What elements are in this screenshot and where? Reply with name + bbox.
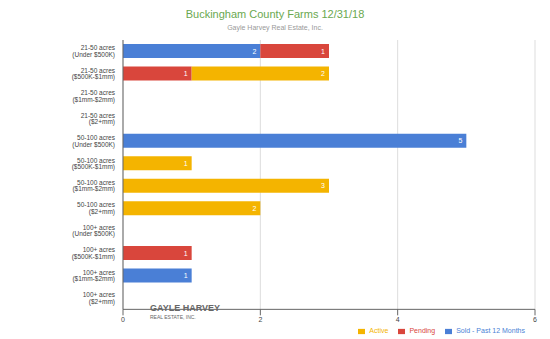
svg-text:0: 0	[121, 316, 125, 323]
svg-text:21-50 acres($1mm-$2mm): 21-50 acres($1mm-$2mm)	[72, 89, 115, 104]
svg-text:50-100 acres($1mm-$2mm): 50-100 acres($1mm-$2mm)	[72, 179, 115, 194]
svg-text:21-50 acres(Under $500K): 21-50 acres(Under $500K)	[72, 44, 115, 59]
svg-text:100+ acres(Under $500K): 100+ acres(Under $500K)	[72, 224, 115, 239]
svg-text:21-50 acres($500K-$1mm): 21-50 acres($500K-$1mm)	[72, 67, 116, 82]
svg-text:1: 1	[321, 48, 325, 55]
svg-text:4: 4	[396, 316, 400, 323]
svg-text:1: 1	[184, 250, 188, 257]
svg-text:100+ acres($500K-$1mm): 100+ acres($500K-$1mm)	[72, 246, 116, 261]
html-text:REAL ESTATE, INC.: REAL ESTATE, INC.	[150, 314, 196, 320]
svg-text:100+ acres($2+mm): 100+ acres($2+mm)	[83, 291, 116, 306]
html-text:GAYLE HARVEY: GAYLE HARVEY	[150, 303, 220, 313]
svg-text:5: 5	[458, 137, 462, 144]
html-text:Gayle Harvey Real Estate, Inc.: Gayle Harvey Real Estate, Inc.	[227, 24, 323, 31]
svg-text:1: 1	[184, 160, 188, 167]
svg-text:2: 2	[258, 316, 262, 323]
svg-text:2: 2	[321, 70, 325, 77]
svg-text:2: 2	[252, 205, 256, 212]
svg-text:50-100 acres($2+mm): 50-100 acres($2+mm)	[77, 201, 116, 216]
html-text:Pending: Pending	[409, 327, 436, 335]
svg-text:100+ acres($1mm-$2mm): 100+ acres($1mm-$2mm)	[72, 269, 115, 284]
svg-text:6: 6	[533, 316, 537, 323]
svg-text:50-100 acres(Under $500K): 50-100 acres(Under $500K)	[72, 134, 115, 149]
svg-text:1: 1	[184, 70, 188, 77]
html-text:Sold - Past 12 Months: Sold - Past 12 Months	[456, 327, 525, 335]
svg-text:50-100 acres($500K-$1mm): 50-100 acres($500K-$1mm)	[72, 157, 116, 172]
html-text:Buckingham County Farms 12/31/: Buckingham County Farms 12/31/18	[185, 8, 365, 20]
svg-text:3: 3	[321, 182, 325, 189]
svg-text:1: 1	[184, 272, 188, 279]
svg-text:21-50 acres($2+mm): 21-50 acres($2+mm)	[81, 112, 116, 127]
html-text:Active: Active	[369, 327, 389, 335]
svg-text:2: 2	[252, 48, 256, 55]
